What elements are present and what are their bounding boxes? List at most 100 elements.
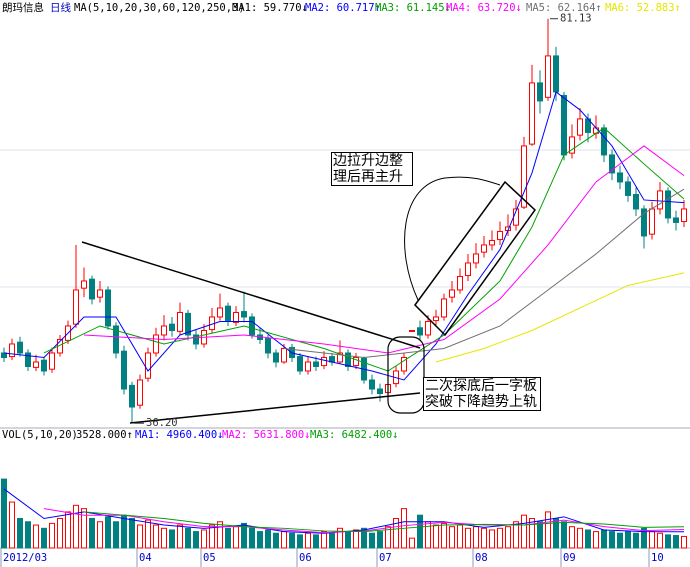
candle-body bbox=[577, 118, 583, 136]
candle-body bbox=[225, 305, 231, 322]
volume-bar bbox=[225, 527, 231, 549]
volume-bar bbox=[577, 527, 583, 549]
ma-line bbox=[283, 188, 685, 358]
volume-legend: 3528.000↑ bbox=[76, 429, 133, 441]
candle-body bbox=[265, 338, 271, 354]
volume-bar bbox=[505, 526, 511, 549]
ma-line bbox=[83, 145, 685, 354]
low-label: 36.20 bbox=[146, 417, 178, 429]
candle-body bbox=[681, 208, 687, 223]
volume-bar bbox=[393, 517, 399, 549]
callout-curve bbox=[404, 176, 501, 301]
volume-bar bbox=[361, 527, 367, 549]
candle-body bbox=[417, 327, 423, 336]
candle-body bbox=[553, 55, 559, 93]
candle-body bbox=[633, 194, 639, 210]
volume-legend: MA3: 6482.400↓ bbox=[310, 429, 399, 441]
volume-bar bbox=[641, 527, 647, 549]
candle-body bbox=[449, 289, 455, 298]
candle-body bbox=[401, 356, 407, 372]
high-label: 81.13 bbox=[560, 13, 592, 25]
volume-bar bbox=[601, 529, 607, 549]
x-tick-label: 2012/03 bbox=[3, 552, 47, 564]
volume-bar bbox=[249, 527, 255, 549]
volume-bar bbox=[625, 531, 631, 549]
volume-bar bbox=[129, 517, 135, 549]
candle-body bbox=[25, 352, 31, 367]
volume-bar bbox=[25, 521, 31, 549]
candle-body bbox=[425, 320, 431, 336]
volume-bar bbox=[201, 529, 207, 549]
volume-bar bbox=[289, 532, 295, 549]
candle-body bbox=[97, 289, 103, 298]
volume-bar bbox=[73, 504, 79, 549]
volume-bar bbox=[449, 526, 455, 549]
volume-bar bbox=[49, 522, 55, 549]
volume-bar bbox=[585, 529, 591, 549]
volume-bar bbox=[345, 531, 351, 549]
candle-body bbox=[233, 311, 239, 323]
candle-body bbox=[481, 244, 487, 253]
candle-body bbox=[161, 325, 167, 336]
candle-body bbox=[353, 356, 359, 367]
volume-bar bbox=[89, 517, 95, 549]
volume-bar bbox=[473, 526, 479, 549]
volume-bar bbox=[369, 532, 375, 549]
volume-bar bbox=[521, 514, 527, 549]
candle-body bbox=[665, 190, 671, 219]
x-tick-label: 07 bbox=[379, 552, 392, 564]
candle-body bbox=[41, 359, 47, 372]
period: 日线 bbox=[50, 1, 71, 14]
volume-bar bbox=[609, 531, 615, 549]
candle-body bbox=[569, 136, 575, 154]
volume-bar bbox=[665, 534, 671, 549]
volume-bar bbox=[169, 529, 175, 549]
volume-bar bbox=[377, 531, 383, 549]
ma-line bbox=[43, 508, 685, 534]
candle-body bbox=[561, 95, 567, 156]
candle-body bbox=[369, 379, 375, 390]
volume-bar bbox=[329, 532, 335, 549]
candle-body bbox=[185, 312, 191, 336]
stock-name: 朗玛信息 bbox=[2, 1, 44, 14]
x-tick-label: 04 bbox=[139, 552, 152, 564]
candle-body bbox=[625, 181, 631, 196]
volume-bar bbox=[569, 526, 575, 549]
candle-body bbox=[281, 347, 287, 363]
candle-body bbox=[129, 384, 135, 408]
volume-bar bbox=[489, 529, 495, 549]
candle-body bbox=[297, 356, 303, 372]
volume-bar bbox=[337, 527, 343, 549]
trend-line bbox=[81, 241, 421, 349]
candle-body bbox=[113, 325, 119, 354]
highlight-oval bbox=[387, 336, 425, 414]
volume-bar bbox=[9, 501, 15, 549]
x-tick-label: 08 bbox=[475, 552, 488, 564]
candle-body bbox=[169, 323, 175, 331]
volume-bar bbox=[121, 514, 127, 549]
volume-header: VOL(5,10,20) bbox=[2, 429, 78, 441]
volume-bar bbox=[617, 532, 623, 549]
ma-legend: MA3: 61.145↓ bbox=[375, 2, 451, 14]
candle-body bbox=[273, 352, 279, 363]
ma-legend: MA6: 52.883↑ bbox=[605, 2, 681, 14]
volume-bar bbox=[1, 478, 7, 549]
volume-bar bbox=[529, 517, 535, 549]
candle-body bbox=[433, 316, 439, 322]
candle-body bbox=[321, 356, 327, 367]
candle-body bbox=[153, 334, 159, 354]
trend-line bbox=[129, 392, 421, 424]
volume-bar bbox=[97, 521, 103, 549]
candle-body bbox=[89, 278, 95, 300]
ma-legend: MA4: 63.720↓ bbox=[446, 2, 522, 14]
volume-bar bbox=[281, 531, 287, 549]
volume-bar bbox=[441, 522, 447, 549]
volume-bar bbox=[105, 516, 111, 549]
volume-bar bbox=[257, 531, 263, 549]
volume-bar bbox=[425, 521, 431, 549]
candle-body bbox=[377, 388, 383, 394]
ma-line bbox=[3, 91, 685, 381]
volume-legend: MA1: 4960.400↓ bbox=[135, 429, 224, 441]
volume-bar bbox=[297, 534, 303, 549]
